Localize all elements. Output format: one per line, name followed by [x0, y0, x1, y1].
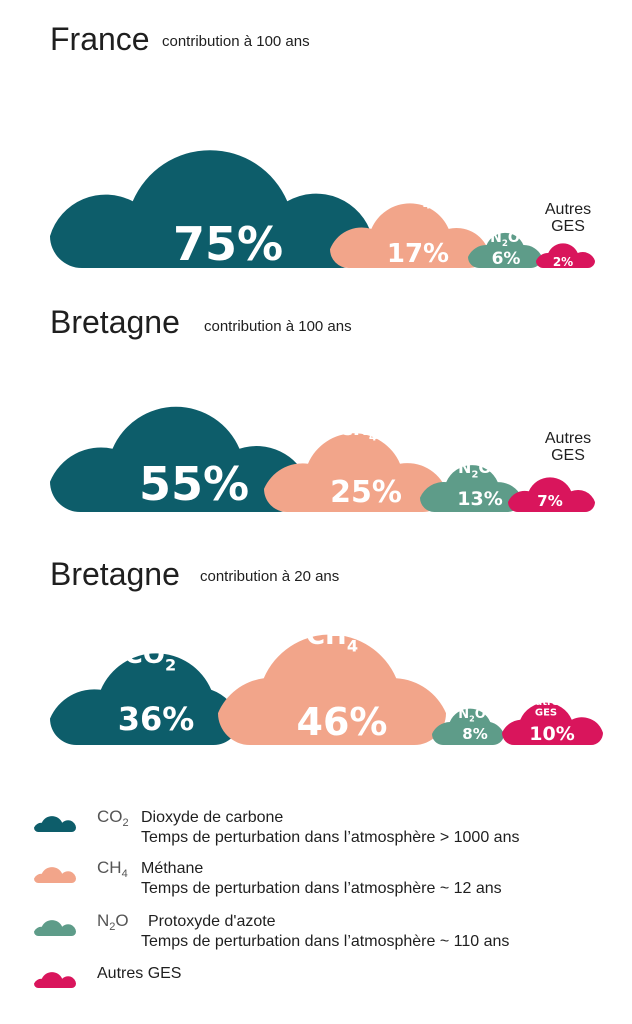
chart-1-co2-cloud-shape	[50, 150, 372, 269]
legend-cloud-icon	[34, 920, 76, 936]
legend-detail: Temps de perturbation dans l’atmosphère …	[141, 933, 509, 950]
chart-3-ch4-gas-label: CH4	[306, 621, 358, 655]
chart-2-autres-cloud-shape	[508, 477, 595, 512]
chart-1-autres-cloud-shape	[536, 243, 595, 268]
chart-3-co2-cloud-shape	[50, 653, 240, 745]
legend: CO2 Dioxyde de carbone Temps de perturbati…	[34, 807, 519, 988]
legend-formula: CH4	[97, 858, 128, 880]
legend-detail: Temps de perturbation dans l’atmosphère …	[141, 880, 502, 897]
chart-1-ch4-value-label: 17%	[387, 239, 449, 269]
legend-formula: N2O	[97, 911, 129, 933]
chart-1-n2o-cloud-shape	[468, 232, 542, 268]
chart-1: France contribution à 100 ans CO2 75% CH4 17%…	[50, 21, 595, 271]
chart-2-n2o-gas-label: N2O	[458, 458, 492, 480]
chart-title: Bretagne	[50, 304, 180, 340]
chart-2-autres-gas-label-line2: GES	[551, 447, 585, 464]
chart-3-autres-cloud-shape	[502, 702, 603, 745]
chart-2-ch4-gas-label: CH4	[339, 418, 377, 443]
chart-2: Bretagne contribution à 100 ans CO2 55% CH4 2…	[50, 304, 595, 512]
chart-title: Bretagne	[50, 556, 180, 592]
legend-name: Autres GES	[97, 965, 181, 982]
chart-2-ch4-cloud: CH4 25%	[264, 418, 446, 512]
legend-cloud-icon	[34, 867, 76, 883]
chart-3-n2o-gas-label: N2O	[458, 707, 486, 724]
chart-2-ch4-cloud-shape	[264, 433, 446, 512]
chart-1-autres-gas-label-line2: GES	[551, 218, 585, 235]
chart-subtitle: contribution à 100 ans	[162, 33, 310, 50]
legend-formula: CO2	[97, 807, 129, 829]
legend-name: Protoxyde d'azote	[148, 913, 276, 930]
chart-3-ch4-cloud: CH4 46%	[218, 621, 446, 745]
chart-1-co2-cloud: CO2 75%	[50, 99, 372, 271]
chart-title: France	[50, 21, 150, 57]
legend-name: Dioxyde de carbone	[141, 809, 283, 826]
chart-3-autres-gas-label-line2: GES	[535, 708, 557, 719]
chart-3-co2-value-label: 36%	[118, 700, 195, 738]
chart-2-co2-cloud-shape	[50, 406, 308, 512]
legend-item-autres: Autres GES	[34, 965, 181, 988]
chart-2-autres-gas-label: Autres	[545, 430, 591, 447]
chart-subtitle: contribution à 100 ans	[204, 318, 352, 335]
chart-2-n2o-value-label: 13%	[457, 488, 502, 510]
chart-2-co2-value-label: 55%	[139, 457, 249, 511]
chart-3-ch4-value-label: 46%	[297, 700, 388, 744]
chart-3-co2-cloud: CO2 36%	[50, 640, 240, 745]
chart-1-n2o-gas-label: N2O	[490, 230, 520, 249]
chart-1-autres-value-label: 2%	[553, 255, 573, 269]
chart-2-ch4-value-label: 25%	[330, 475, 402, 510]
chart-3: Bretagne contribution à 20 ans CO2 36% CH4 46…	[50, 556, 603, 745]
legend-cloud-icon	[34, 972, 76, 988]
legend-cloud-icon	[34, 816, 76, 832]
chart-3-autres-value-label: 10%	[529, 723, 574, 745]
chart-3-autres-gas-label: Autres	[527, 697, 564, 708]
chart-3-ch4-cloud-shape	[218, 634, 446, 745]
chart-1-ch4-cloud: CH4 17%	[330, 186, 488, 269]
chart-1-n2o-value-label: 6%	[492, 249, 521, 269]
chart-3-n2o-cloud-shape	[432, 708, 504, 745]
chart-2-autres-value-label: 7%	[537, 492, 562, 510]
chart-1-ch4-cloud-shape	[330, 203, 488, 268]
chart-2-n2o-cloud-shape	[420, 465, 522, 512]
chart-2-co2-gas-label: CO2	[162, 378, 210, 411]
legend-name: Méthane	[141, 860, 203, 877]
chart-1-autres-gas-label: Autres	[545, 201, 591, 218]
chart-1-co2-value-label: 75%	[173, 217, 283, 271]
chart-1-ch4-gas-label: CH4	[393, 186, 431, 211]
chart-1-co2-gas-label: CO2	[183, 99, 237, 135]
legend-item-ch4: CH4 Méthane Temps de perturbation dans l’a…	[34, 858, 502, 897]
chart-subtitle: contribution à 20 ans	[200, 568, 339, 585]
legend-item-n2o: N2O Protoxyde d'azote Temps de perturbatio…	[34, 911, 509, 950]
legend-detail: Temps de perturbation dans l’atmosphère …	[141, 829, 519, 846]
chart-3-co2-gas-label: CO2	[124, 640, 176, 674]
legend-item-co2: CO2 Dioxyde de carbone Temps de perturbati…	[34, 807, 519, 846]
chart-3-n2o-value-label: 8%	[462, 725, 487, 743]
